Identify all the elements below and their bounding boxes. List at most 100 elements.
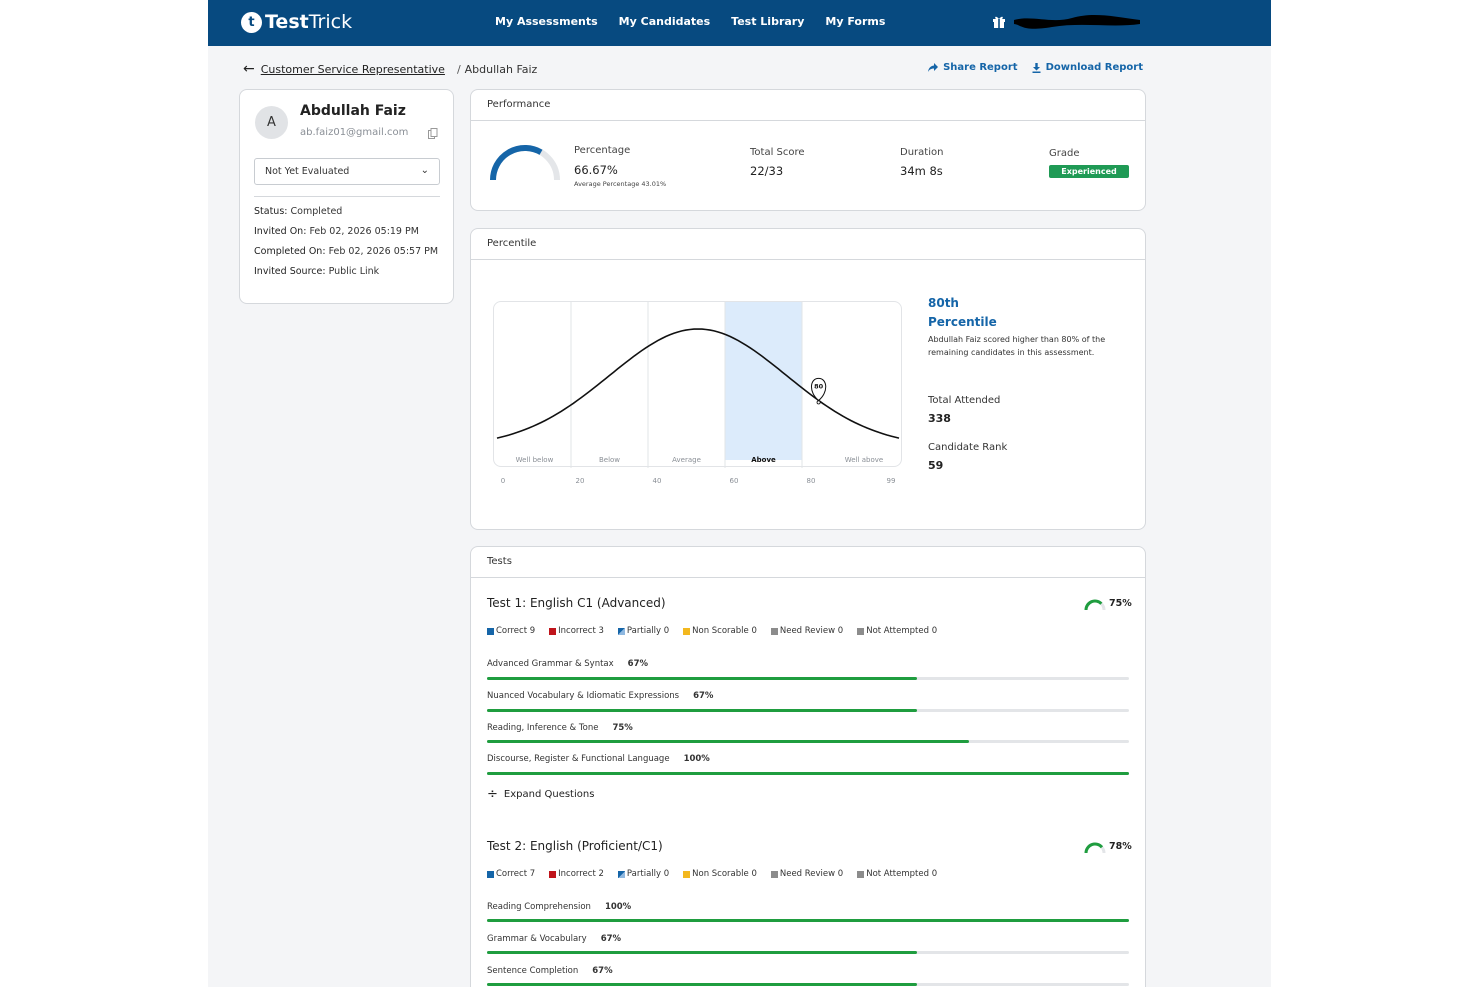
legend-non-scorable-label: Non Scorable 0 xyxy=(692,869,757,879)
breadcrumb: ← Customer Service Representative / Abdu… xyxy=(243,61,537,77)
skill-progress-fill xyxy=(487,740,969,743)
axis-tick-label: 20 xyxy=(576,477,585,485)
status-row: Status: Completed xyxy=(254,206,342,217)
performance-card: Performance Percentage 66.67% Average Pe… xyxy=(470,89,1146,211)
test-2-title: Test 2: English (Proficient/C1) xyxy=(487,839,663,853)
redacted-user-name[interactable] xyxy=(1012,12,1142,32)
test-1-title: Test 1: English C1 (Advanced) xyxy=(487,596,666,610)
copy-icon[interactable] xyxy=(428,128,438,139)
skill-label: Discourse, Register & Functional Languag… xyxy=(487,754,710,764)
axis-tick-label: 60 xyxy=(730,477,739,485)
skill-name: Sentence Completion xyxy=(487,966,579,976)
skill-progress-fill xyxy=(487,677,918,680)
tests-card: Tests Test 1: English C1 (Advanced) 75% … xyxy=(470,546,1146,987)
legend-correct-label: Correct 7 xyxy=(496,869,536,879)
test-1-score: 75% xyxy=(1109,598,1132,609)
band-label: Well below xyxy=(516,456,554,464)
status-key: Status: xyxy=(254,206,288,217)
skill-progress-fill xyxy=(487,772,1129,775)
percentile-marker-pin xyxy=(810,377,827,402)
skill-progress-fill xyxy=(487,919,1129,922)
skill-name: Reading Comprehension xyxy=(487,902,591,912)
download-report-label: Download Report xyxy=(1045,62,1143,73)
candidate-email: ab.faiz01@gmail.com xyxy=(300,127,409,138)
skill-label: Reading, Inference & Tone 75% xyxy=(487,723,633,733)
skill-name: Grammar & Vocabulary xyxy=(487,934,587,944)
percentage-value: 66.67% xyxy=(574,163,618,177)
legend-incorrect-label: Incorrect 3 xyxy=(558,626,604,636)
nav-my-forms[interactable]: My Forms xyxy=(825,15,886,28)
percentile-rank-word: Percentile xyxy=(928,315,997,329)
expand-questions-button[interactable]: ÷ Expand Questions xyxy=(487,786,595,802)
axis-tick-label: 99 xyxy=(887,477,896,485)
correct-swatch-icon xyxy=(487,627,494,635)
skill-name: Nuanced Vocabulary & Idiomatic Expressio… xyxy=(487,691,680,701)
test-1-score-gauge xyxy=(1084,599,1106,611)
legend-need-review-label: Need Review 0 xyxy=(779,869,844,879)
report-actions: Share Report Download Report xyxy=(928,62,1143,73)
percentile-rank-number: 80th xyxy=(928,296,959,310)
profile-divider xyxy=(254,196,440,197)
tests-header: Tests xyxy=(471,547,1145,578)
evaluation-status-dropdown[interactable]: Not Yet Evaluated ⌄ xyxy=(254,158,440,185)
expand-icon: ÷ xyxy=(487,786,498,802)
skill-name: Advanced Grammar & Syntax xyxy=(487,659,614,669)
non-scorable-swatch-icon xyxy=(683,870,691,878)
candidate-name: Abdullah Faiz xyxy=(300,103,406,119)
skill-progress-bar xyxy=(487,740,1129,743)
logo[interactable]: t Test Trick xyxy=(241,11,352,33)
breadcrumb-parent-link[interactable]: Customer Service Representative xyxy=(260,62,445,76)
skill-progress-fill xyxy=(487,983,918,986)
axis-tick-label: 80 xyxy=(807,477,816,485)
invited-on-key: Invited On: xyxy=(254,226,307,237)
percentile-axis-ticks: 0 20 40 60 80 99 xyxy=(501,477,896,485)
share-icon xyxy=(928,63,939,72)
band-highlight xyxy=(725,302,802,460)
percentile-chart: Well below Below Average Above Well above 80 xyxy=(493,301,902,468)
percentile-card: Percentile Well below Below Average Above We… xyxy=(470,228,1146,530)
test-2-score-gauge-fill xyxy=(1084,842,1104,854)
test-2-score-gauge xyxy=(1084,842,1106,854)
incorrect-swatch-icon xyxy=(549,627,557,635)
legend-need-review-label: Need Review 0 xyxy=(779,626,844,636)
invited-on-value: Feb 02, 2026 05:19 PM xyxy=(309,226,419,237)
nav-my-assessments[interactable]: My Assessments xyxy=(495,15,598,28)
share-report-button[interactable]: Share Report xyxy=(928,62,1018,73)
download-report-button[interactable]: Download Report xyxy=(1032,62,1143,73)
test-2-legend: Correct 7 Incorrect 2 Partially 0 Non Sc… xyxy=(487,869,937,879)
not-attempted-swatch-icon xyxy=(857,870,865,878)
duration-label: Duration xyxy=(900,147,944,158)
legend-non-scorable: Non Scorable 0 xyxy=(683,626,757,636)
skill-progress-bar xyxy=(487,919,1129,922)
nav-my-candidates[interactable]: My Candidates xyxy=(618,15,711,28)
legend-partially-label: Partially 0 xyxy=(626,869,670,879)
duration-value: 34m 8s xyxy=(900,164,943,178)
percentile-curve-svg: Well below Below Average Above Well above 80 xyxy=(496,302,900,468)
skill-percent: 75% xyxy=(612,723,633,733)
status-value: Completed xyxy=(290,206,343,217)
non-scorable-swatch-icon xyxy=(683,627,691,635)
correct-swatch-icon xyxy=(487,870,494,878)
percentage-gauge-fill xyxy=(490,145,543,181)
skill-progress-fill xyxy=(487,951,918,954)
grade-badge: Experienced xyxy=(1049,165,1129,178)
gift-icon[interactable] xyxy=(992,14,1006,28)
percentile-marker-dot xyxy=(816,400,821,405)
need-review-swatch-icon xyxy=(770,870,778,878)
breadcrumb-separator: / xyxy=(456,62,461,76)
completed-on-row: Completed On: Feb 02, 2026 05:57 PM xyxy=(254,246,438,257)
legend-partially-label: Partially 0 xyxy=(626,626,670,636)
logo-text-bold: Test xyxy=(265,11,309,33)
back-arrow-icon[interactable]: ← xyxy=(243,61,255,77)
skill-label: Grammar & Vocabulary 67% xyxy=(487,934,621,944)
legend-not-attempted: Not Attempted 0 xyxy=(857,869,937,879)
invited-source-row: Invited Source: Public Link xyxy=(254,266,379,277)
incorrect-swatch-icon xyxy=(549,870,557,878)
candidate-profile-card: A Abdullah Faiz ab.faiz01@gmail.com Not … xyxy=(239,89,454,304)
total-attended-label: Total Attended xyxy=(928,395,1001,406)
nav-test-library[interactable]: Test Library xyxy=(731,15,805,28)
legend-incorrect: Incorrect 2 xyxy=(549,869,604,879)
percentage-gauge xyxy=(490,145,560,181)
share-report-label: Share Report xyxy=(943,62,1018,73)
expand-questions-label: Expand Questions xyxy=(503,789,595,800)
